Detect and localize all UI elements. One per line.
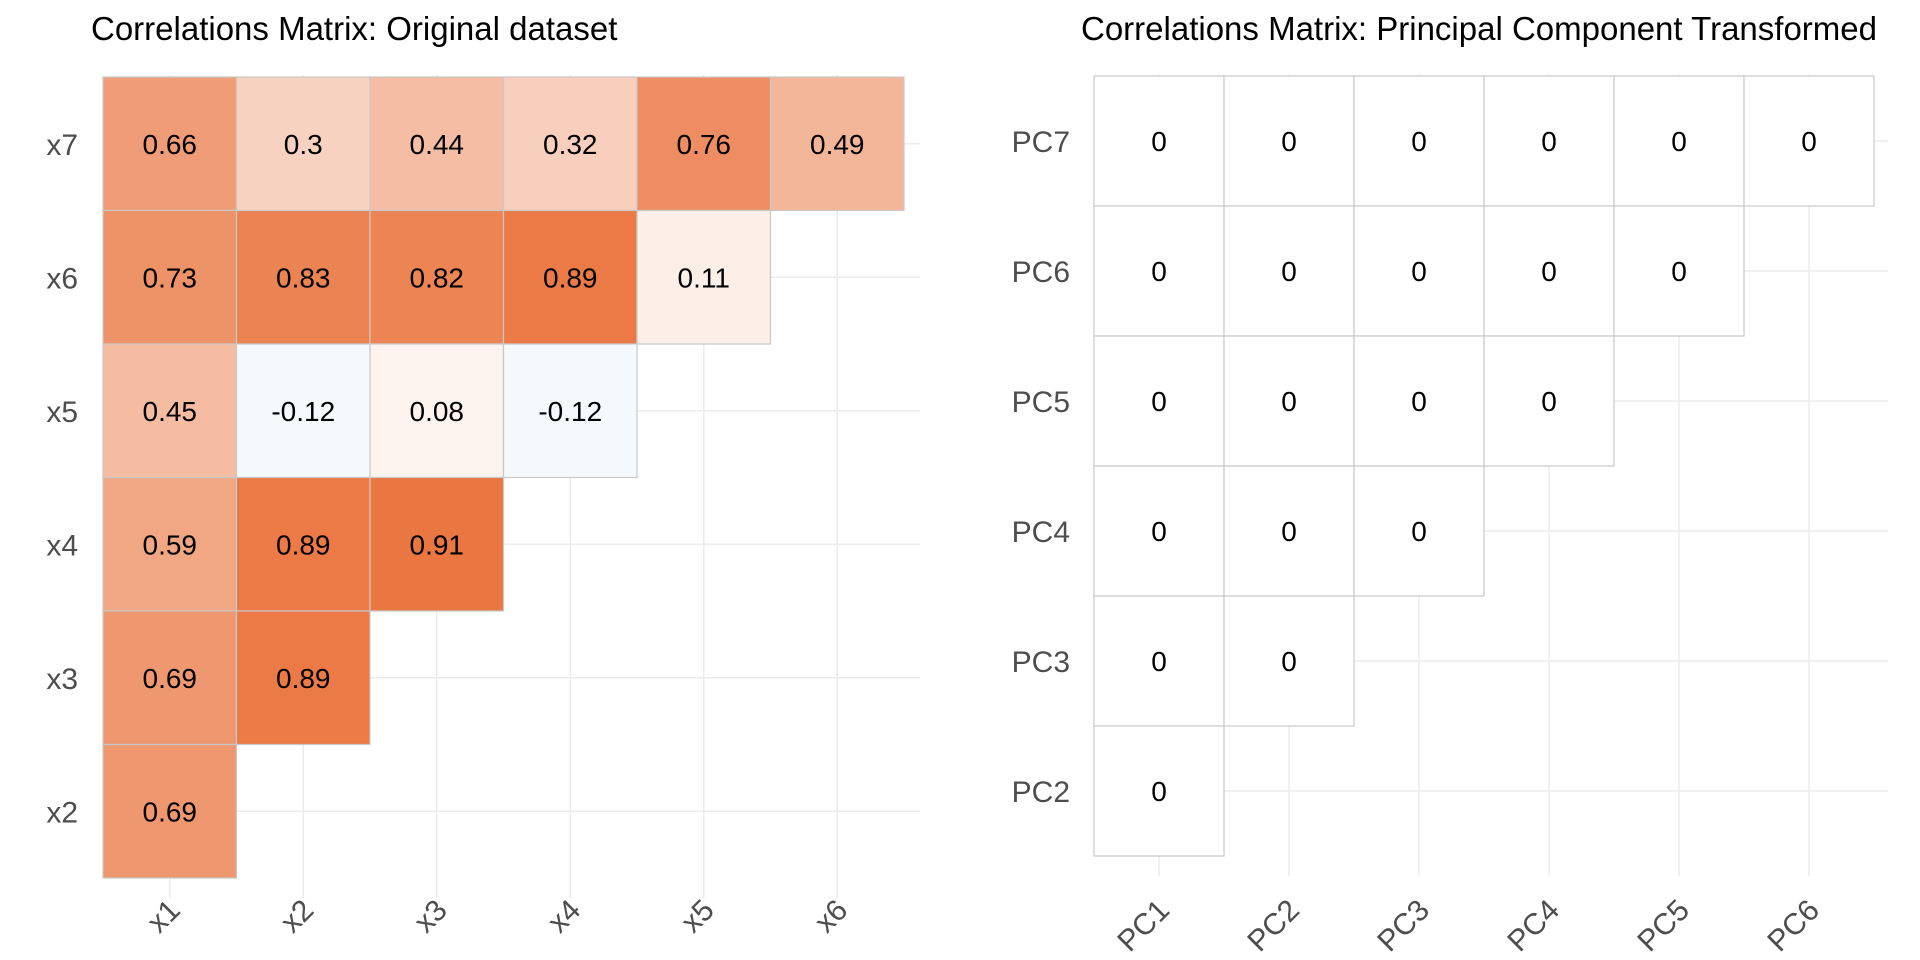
heatmap-cell [1223,205,1355,337]
heatmap-cell [1093,595,1225,727]
cell-value-label: 0 [1151,256,1167,287]
heatmap-cell [1613,75,1745,207]
heatmap-cell [102,76,238,212]
cell-value-label: 0 [1281,516,1297,547]
heatmap-cell [235,76,371,212]
cell-value-label: -0.12 [271,396,335,427]
y-tick-label: PC7 [1012,126,1070,159]
cell-value-label: 0 [1151,776,1167,807]
cell-value-label: 0.91 [410,529,465,560]
cell-value-label: 0 [1281,646,1297,677]
y-tick-label: PC3 [1012,646,1070,679]
cell-value-label: 0 [1151,126,1167,157]
cell-value-label: 0 [1411,256,1427,287]
y-tick-label: x7 [46,129,78,162]
cell-value-label: -0.12 [538,396,602,427]
heatmap-cell [769,76,905,212]
y-tick-label: PC5 [1012,386,1070,419]
heatmap-cell [1743,75,1875,207]
cell-value-label: 0.82 [410,262,465,293]
cell-value-label: 0.73 [143,262,198,293]
y-tick-label: x3 [46,663,78,696]
heatmap-cell [369,343,505,479]
cell-value-label: 0 [1671,256,1687,287]
cell-value-label: 0.32 [543,129,598,160]
heatmap-cell [636,209,772,345]
heatmap-cell [102,610,238,746]
heatmap-cell [102,343,238,479]
cell-value-label: 0 [1541,386,1557,417]
y-tick-label: PC4 [1012,516,1070,549]
heatmap-cell [1093,465,1225,597]
heatmap-cell [636,76,772,212]
cell-value-label: 0.45 [143,396,198,427]
cell-value-label: 0 [1151,386,1167,417]
cell-value-label: 0 [1411,386,1427,417]
heatmap-cell [502,76,638,212]
cell-value-label: 0.89 [543,262,598,293]
heatmap-cells: 0 0 0 0 0 0 0 0 0 0 0 0 0 0 0 0 0 0 0 0 0 [1093,75,1875,857]
cell-value-label: 0.11 [678,262,730,293]
cell-value-label: 0.83 [276,262,331,293]
heatmap-cell [102,209,238,345]
cell-value-label: 0 [1801,126,1817,157]
heatmap-cell [102,743,238,879]
heatmap-cell [502,343,638,479]
heatmap-cell [235,209,371,345]
y-tick-label: x2 [46,796,78,829]
y-tick-label: PC2 [1012,776,1070,809]
heatmap-cell [369,476,505,612]
heatmap-cell [369,209,505,345]
cell-value-label: 0.3 [284,129,323,160]
cell-value-label: 0 [1671,126,1687,157]
heatmap-cell [235,610,371,746]
heatmap-cell [1093,725,1225,857]
cell-value-label: 0 [1541,126,1557,157]
y-tick-label: PC6 [1012,256,1070,289]
heatmap-cell [1483,335,1615,467]
y-tick-label: x6 [46,262,78,295]
heatmap-cell [1353,75,1485,207]
cell-value-label: 0 [1151,516,1167,547]
heatmap-panel-1: 0.66 0.3 0.44 0.32 0.76 0.49 0.73 0.83 0.82 0.89 0… [46,10,920,939]
cell-value-label: 0.89 [276,663,331,694]
cell-value-label: 0.49 [810,129,865,160]
cell-value-label: 0.66 [143,129,198,160]
heatmap-cell [1223,465,1355,597]
y-tick-label: x4 [46,529,78,562]
y-tick-label: x5 [46,396,78,429]
heatmap-cell [1093,335,1225,467]
heatmap-cell [235,476,371,612]
heatmap-cell [1353,465,1485,597]
cell-value-label: 0 [1151,646,1167,677]
heatmap-cell [1613,205,1745,337]
cell-value-label: 0.08 [410,396,465,427]
cell-value-label: 0 [1411,126,1427,157]
heatmap-cell [502,209,638,345]
cell-value-label: 0.69 [143,796,198,827]
heatmap-cell [1093,205,1225,337]
chart-title: Correlations Matrix: Original dataset [91,10,617,47]
cell-value-label: 0 [1411,516,1427,547]
heatmap-cell [369,76,505,212]
cell-value-label: 0 [1281,256,1297,287]
heatmap-cells: 0.66 0.3 0.44 0.32 0.76 0.49 0.73 0.83 0.82 0.89 0… [102,76,905,879]
y-axis-ticks: x2 x3 x4 x5 x6 x7 [46,129,78,830]
cell-value-label: 0.59 [143,529,198,560]
cell-value-label: 0 [1281,126,1297,157]
y-axis-ticks: PC2 PC3 PC4 PC5 PC6 PC7 [1012,126,1070,809]
heatmap-cell [1223,75,1355,207]
heatmap-cell [1223,595,1355,727]
cell-value-label: 0 [1281,386,1297,417]
cell-value-label: 0.89 [276,529,331,560]
cell-value-label: 0.69 [143,663,198,694]
heatmap-panel-2: 0 0 0 0 0 0 0 0 0 0 0 0 0 0 0 0 0 0 0 0 0 PC2 PC3 PC4 PC5 PC6 PC7P… [1012,10,1888,958]
heatmap-cell [1353,335,1485,467]
cell-value-label: 0.76 [677,129,732,160]
cell-value-label: 0 [1541,256,1557,287]
cell-value-label: 0.44 [410,129,465,160]
chart-title: Correlations Matrix: Principal Component… [1081,10,1877,47]
heatmap-cell [235,343,371,479]
